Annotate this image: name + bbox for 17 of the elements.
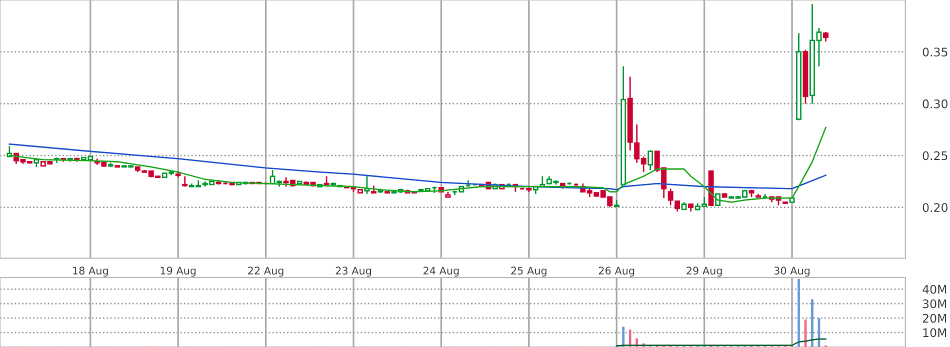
y-tick-label: 0.35 [922,48,948,56]
x-tick-label: 30 Aug [774,266,810,277]
x-tick-label: 23 Aug [336,266,372,277]
y-tick-label: 40M [922,284,946,294]
y-tick-label: 10M [923,328,946,338]
x-tick-label: 22 Aug [248,266,284,277]
y-tick-label: 30M [922,299,946,308]
x-tick-label: 18 Aug [73,266,108,277]
x-tick-label: 25 Aug [511,266,546,277]
y-tick-label: 0.30 [922,99,948,108]
x-tick-label: 29 Aug [686,266,722,277]
y-tick-label: 0.20 [922,203,948,212]
x-tick-label: 19 Aug [160,266,196,277]
y-tick-label: 0.25 [922,151,948,160]
y-tick-label: 20M [922,314,946,323]
x-tick-label: 24 Aug [424,266,459,277]
x-tick-label: 26 Aug [598,266,634,277]
